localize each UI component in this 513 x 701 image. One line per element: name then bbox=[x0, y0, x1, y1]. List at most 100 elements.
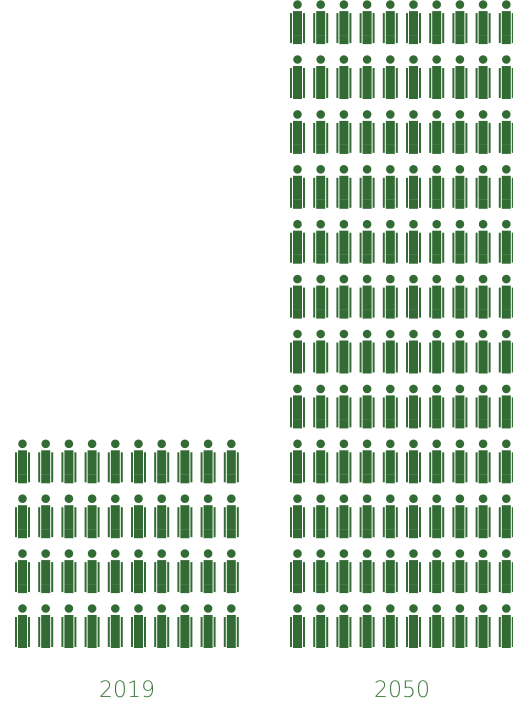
person-icon bbox=[498, 549, 513, 594]
person-icon bbox=[61, 549, 77, 594]
person-icon bbox=[61, 494, 77, 539]
person-icon bbox=[429, 439, 445, 484]
person-icon bbox=[313, 549, 329, 594]
person-icon bbox=[38, 604, 54, 648]
category-label-2019: 2019 bbox=[99, 678, 155, 701]
person-icon bbox=[84, 549, 100, 594]
person-icon bbox=[406, 110, 421, 154]
person-icon bbox=[131, 549, 146, 594]
person-icon bbox=[336, 165, 352, 209]
person-icon bbox=[475, 329, 491, 374]
person-icon bbox=[429, 55, 445, 99]
person-icon bbox=[290, 494, 305, 539]
person-icon bbox=[336, 604, 352, 648]
person-icon bbox=[15, 604, 30, 648]
person-icon bbox=[406, 494, 421, 539]
person-icon bbox=[107, 439, 123, 484]
person-icon bbox=[429, 329, 445, 374]
person-icon bbox=[475, 549, 491, 594]
person-icon bbox=[475, 494, 491, 539]
person-icon bbox=[429, 604, 445, 648]
person-icon bbox=[382, 0, 398, 45]
person-icon bbox=[38, 494, 54, 539]
person-icon bbox=[429, 165, 445, 209]
person-icon bbox=[382, 494, 398, 539]
person-icon bbox=[15, 494, 30, 539]
person-icon bbox=[313, 274, 329, 319]
person-icon bbox=[313, 384, 329, 429]
person-icon bbox=[313, 55, 329, 99]
person-icon bbox=[382, 604, 398, 648]
person-icon bbox=[406, 549, 421, 594]
person-icon bbox=[290, 549, 305, 594]
person-icon bbox=[406, 384, 421, 429]
person-icon bbox=[359, 55, 375, 99]
person-icon bbox=[475, 110, 491, 154]
person-icon bbox=[154, 604, 170, 648]
person-icon bbox=[313, 439, 329, 484]
person-icon bbox=[84, 439, 100, 484]
person-icon bbox=[452, 384, 468, 429]
person-icon bbox=[406, 219, 421, 264]
person-icon bbox=[84, 604, 100, 648]
person-icon bbox=[359, 110, 375, 154]
person-icon bbox=[475, 55, 491, 99]
person-icon bbox=[359, 384, 375, 429]
person-icon bbox=[498, 384, 513, 429]
person-icon bbox=[290, 165, 305, 209]
person-icon bbox=[359, 439, 375, 484]
person-icon bbox=[382, 274, 398, 319]
person-icon bbox=[406, 0, 421, 45]
person-icon bbox=[382, 549, 398, 594]
person-icon bbox=[154, 494, 170, 539]
person-icon bbox=[498, 0, 513, 45]
person-icon bbox=[406, 604, 421, 648]
person-icon bbox=[61, 439, 77, 484]
person-icon bbox=[200, 494, 216, 539]
person-icon bbox=[382, 384, 398, 429]
person-icon bbox=[200, 604, 216, 648]
person-icon bbox=[313, 604, 329, 648]
person-icon bbox=[498, 329, 513, 374]
person-icon bbox=[38, 439, 54, 484]
person-icon bbox=[154, 549, 170, 594]
person-icon bbox=[429, 549, 445, 594]
person-icon bbox=[336, 0, 352, 45]
person-icon bbox=[452, 110, 468, 154]
person-icon bbox=[359, 549, 375, 594]
person-icon bbox=[382, 329, 398, 374]
person-icon bbox=[475, 439, 491, 484]
person-icon bbox=[429, 274, 445, 319]
person-icon bbox=[382, 439, 398, 484]
person-icon bbox=[131, 439, 146, 484]
person-icon bbox=[336, 329, 352, 374]
person-icon bbox=[429, 494, 445, 539]
person-icon bbox=[359, 329, 375, 374]
person-icon bbox=[498, 55, 513, 99]
person-icon bbox=[382, 55, 398, 99]
person-icon bbox=[406, 439, 421, 484]
person-icon bbox=[290, 110, 305, 154]
person-icon bbox=[223, 439, 239, 484]
person-icon bbox=[313, 219, 329, 264]
person-icon bbox=[359, 274, 375, 319]
person-icon bbox=[15, 439, 30, 484]
person-icon bbox=[452, 329, 468, 374]
person-icon bbox=[290, 274, 305, 319]
person-icon bbox=[475, 0, 491, 45]
person-icon bbox=[406, 55, 421, 99]
person-icon bbox=[290, 384, 305, 429]
person-icon bbox=[290, 604, 305, 648]
person-icon bbox=[475, 165, 491, 209]
person-icon bbox=[452, 55, 468, 99]
person-icon bbox=[336, 494, 352, 539]
person-icon bbox=[452, 439, 468, 484]
person-icon bbox=[429, 110, 445, 154]
person-icon bbox=[406, 165, 421, 209]
person-icon bbox=[406, 274, 421, 319]
person-icon bbox=[452, 494, 468, 539]
person-icon bbox=[498, 274, 513, 319]
pictogram-column-2019 bbox=[15, 439, 239, 648]
person-icon bbox=[359, 219, 375, 264]
